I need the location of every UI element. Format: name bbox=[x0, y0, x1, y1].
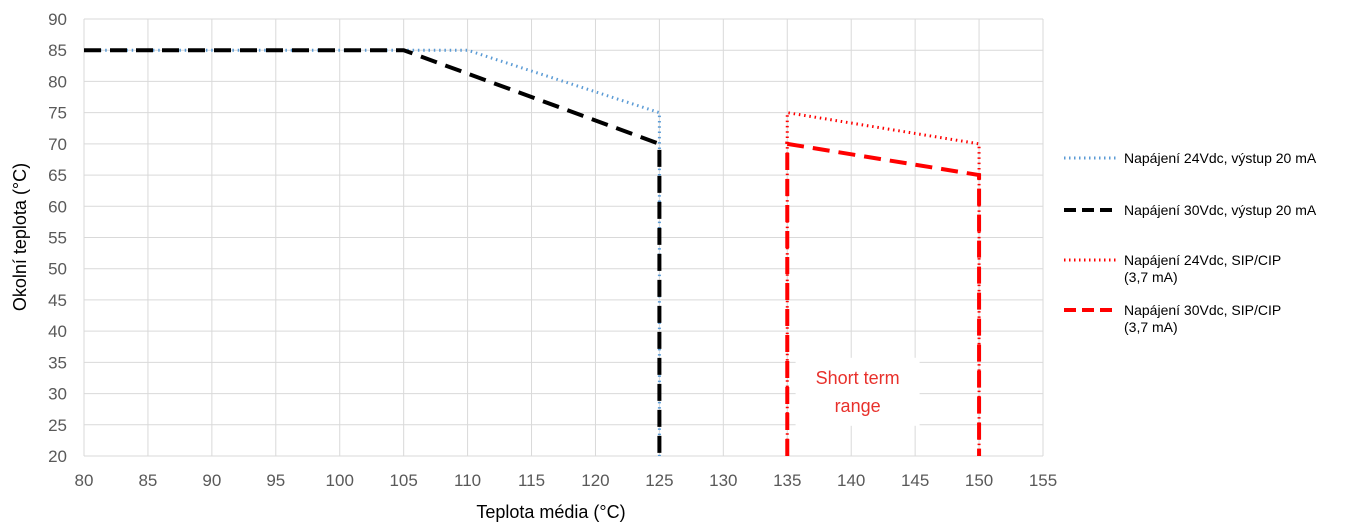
x-axis-ticks: 80 85 90 95 100 105 110 115 120 125 130 135 140 145 15… bbox=[75, 471, 1058, 490]
legend-item: Napájení 30Vdc, výstup 20 mA bbox=[1062, 202, 1316, 219]
x-tick-label: 150 bbox=[965, 471, 993, 490]
x-tick-label: 130 bbox=[709, 471, 737, 490]
series-30vdc-20ma bbox=[84, 48, 662, 456]
short-term-range-annotation: Short term range bbox=[795, 357, 920, 426]
legend-label-line: (3,7 mA) bbox=[1124, 269, 1178, 285]
legend-label: Napájení 30Vdc, výstup 20 mA bbox=[1124, 202, 1316, 219]
legend-item: Napájení 24Vdc, SIP/CIP (3,7 mA) bbox=[1062, 252, 1281, 286]
y-tick-label: 50 bbox=[48, 260, 67, 279]
x-tick-label: 90 bbox=[202, 471, 221, 490]
y-tick-label: 25 bbox=[48, 416, 67, 435]
annotation-label: Short term bbox=[816, 368, 900, 388]
x-tick-label: 110 bbox=[454, 471, 481, 490]
y-axis-ticks: 20 25 30 35 40 45 50 55 60 65 70 75 80 85 90 bbox=[48, 10, 67, 466]
x-tick-label: 85 bbox=[138, 471, 157, 490]
x-tick-label: 95 bbox=[266, 471, 285, 490]
x-tick-label: 115 bbox=[518, 471, 545, 490]
x-tick-label: 135 bbox=[773, 471, 801, 490]
legend-label: Napájení 24Vdc, výstup 20 mA bbox=[1124, 150, 1316, 167]
legend-label-line: Napájení 24Vdc, výstup 20 mA bbox=[1124, 150, 1317, 166]
legend-swatch bbox=[1064, 258, 1116, 262]
series-24vdc-sip-cip bbox=[785, 110, 981, 456]
legend-label-line: Napájení 30Vdc, SIP/CIP bbox=[1124, 302, 1282, 318]
y-tick-label: 40 bbox=[48, 322, 67, 341]
annotation-background bbox=[795, 357, 920, 426]
y-tick-label: 90 bbox=[48, 10, 67, 29]
x-tick-label: 120 bbox=[581, 471, 609, 490]
y-tick-label: 45 bbox=[48, 291, 67, 310]
y-tick-label: 60 bbox=[48, 197, 67, 216]
legend-label-line: Napájení 30Vdc, výstup 20 mA bbox=[1124, 202, 1317, 218]
chart-series bbox=[84, 48, 982, 456]
y-tick-label: 55 bbox=[48, 229, 67, 248]
legend-label: Napájení 30Vdc, SIP/CIP (3,7 mA) bbox=[1124, 302, 1281, 336]
x-tick-label: 105 bbox=[389, 471, 417, 490]
x-tick-label: 125 bbox=[645, 471, 673, 490]
x-tick-label: 100 bbox=[326, 471, 354, 490]
x-tick-label: 80 bbox=[75, 471, 94, 490]
legend-label: Napájení 24Vdc, SIP/CIP (3,7 mA) bbox=[1124, 252, 1281, 286]
x-tick-label: 140 bbox=[837, 471, 865, 490]
legend-item: Napájení 30Vdc, SIP/CIP (3,7 mA) bbox=[1062, 302, 1281, 336]
legend-item: Napájení 24Vdc, výstup 20 mA bbox=[1062, 150, 1316, 167]
legend-label-line: (3,7 mA) bbox=[1124, 319, 1178, 335]
annotation-label: range bbox=[835, 396, 881, 416]
x-tick-label: 155 bbox=[1029, 471, 1057, 490]
legend-label-line: Napájení 24Vdc, SIP/CIP bbox=[1124, 252, 1282, 268]
y-tick-label: 35 bbox=[48, 353, 67, 372]
x-tick-label: 145 bbox=[901, 471, 929, 490]
y-tick-label: 85 bbox=[48, 41, 67, 60]
y-tick-label: 70 bbox=[48, 135, 67, 154]
y-tick-label: 30 bbox=[48, 385, 67, 404]
y-tick-label: 20 bbox=[48, 447, 67, 466]
series-30vdc-sip-cip bbox=[785, 141, 982, 456]
legend-swatch bbox=[1064, 208, 1116, 212]
legend-swatch bbox=[1064, 156, 1116, 160]
y-tick-label: 80 bbox=[48, 72, 67, 91]
y-tick-label: 75 bbox=[48, 104, 67, 123]
y-axis-title: Okolní teplota (°C) bbox=[10, 163, 30, 311]
legend-swatch bbox=[1064, 308, 1116, 312]
y-tick-label: 65 bbox=[48, 166, 67, 185]
x-axis-title: Teplota média (°C) bbox=[476, 502, 625, 522]
